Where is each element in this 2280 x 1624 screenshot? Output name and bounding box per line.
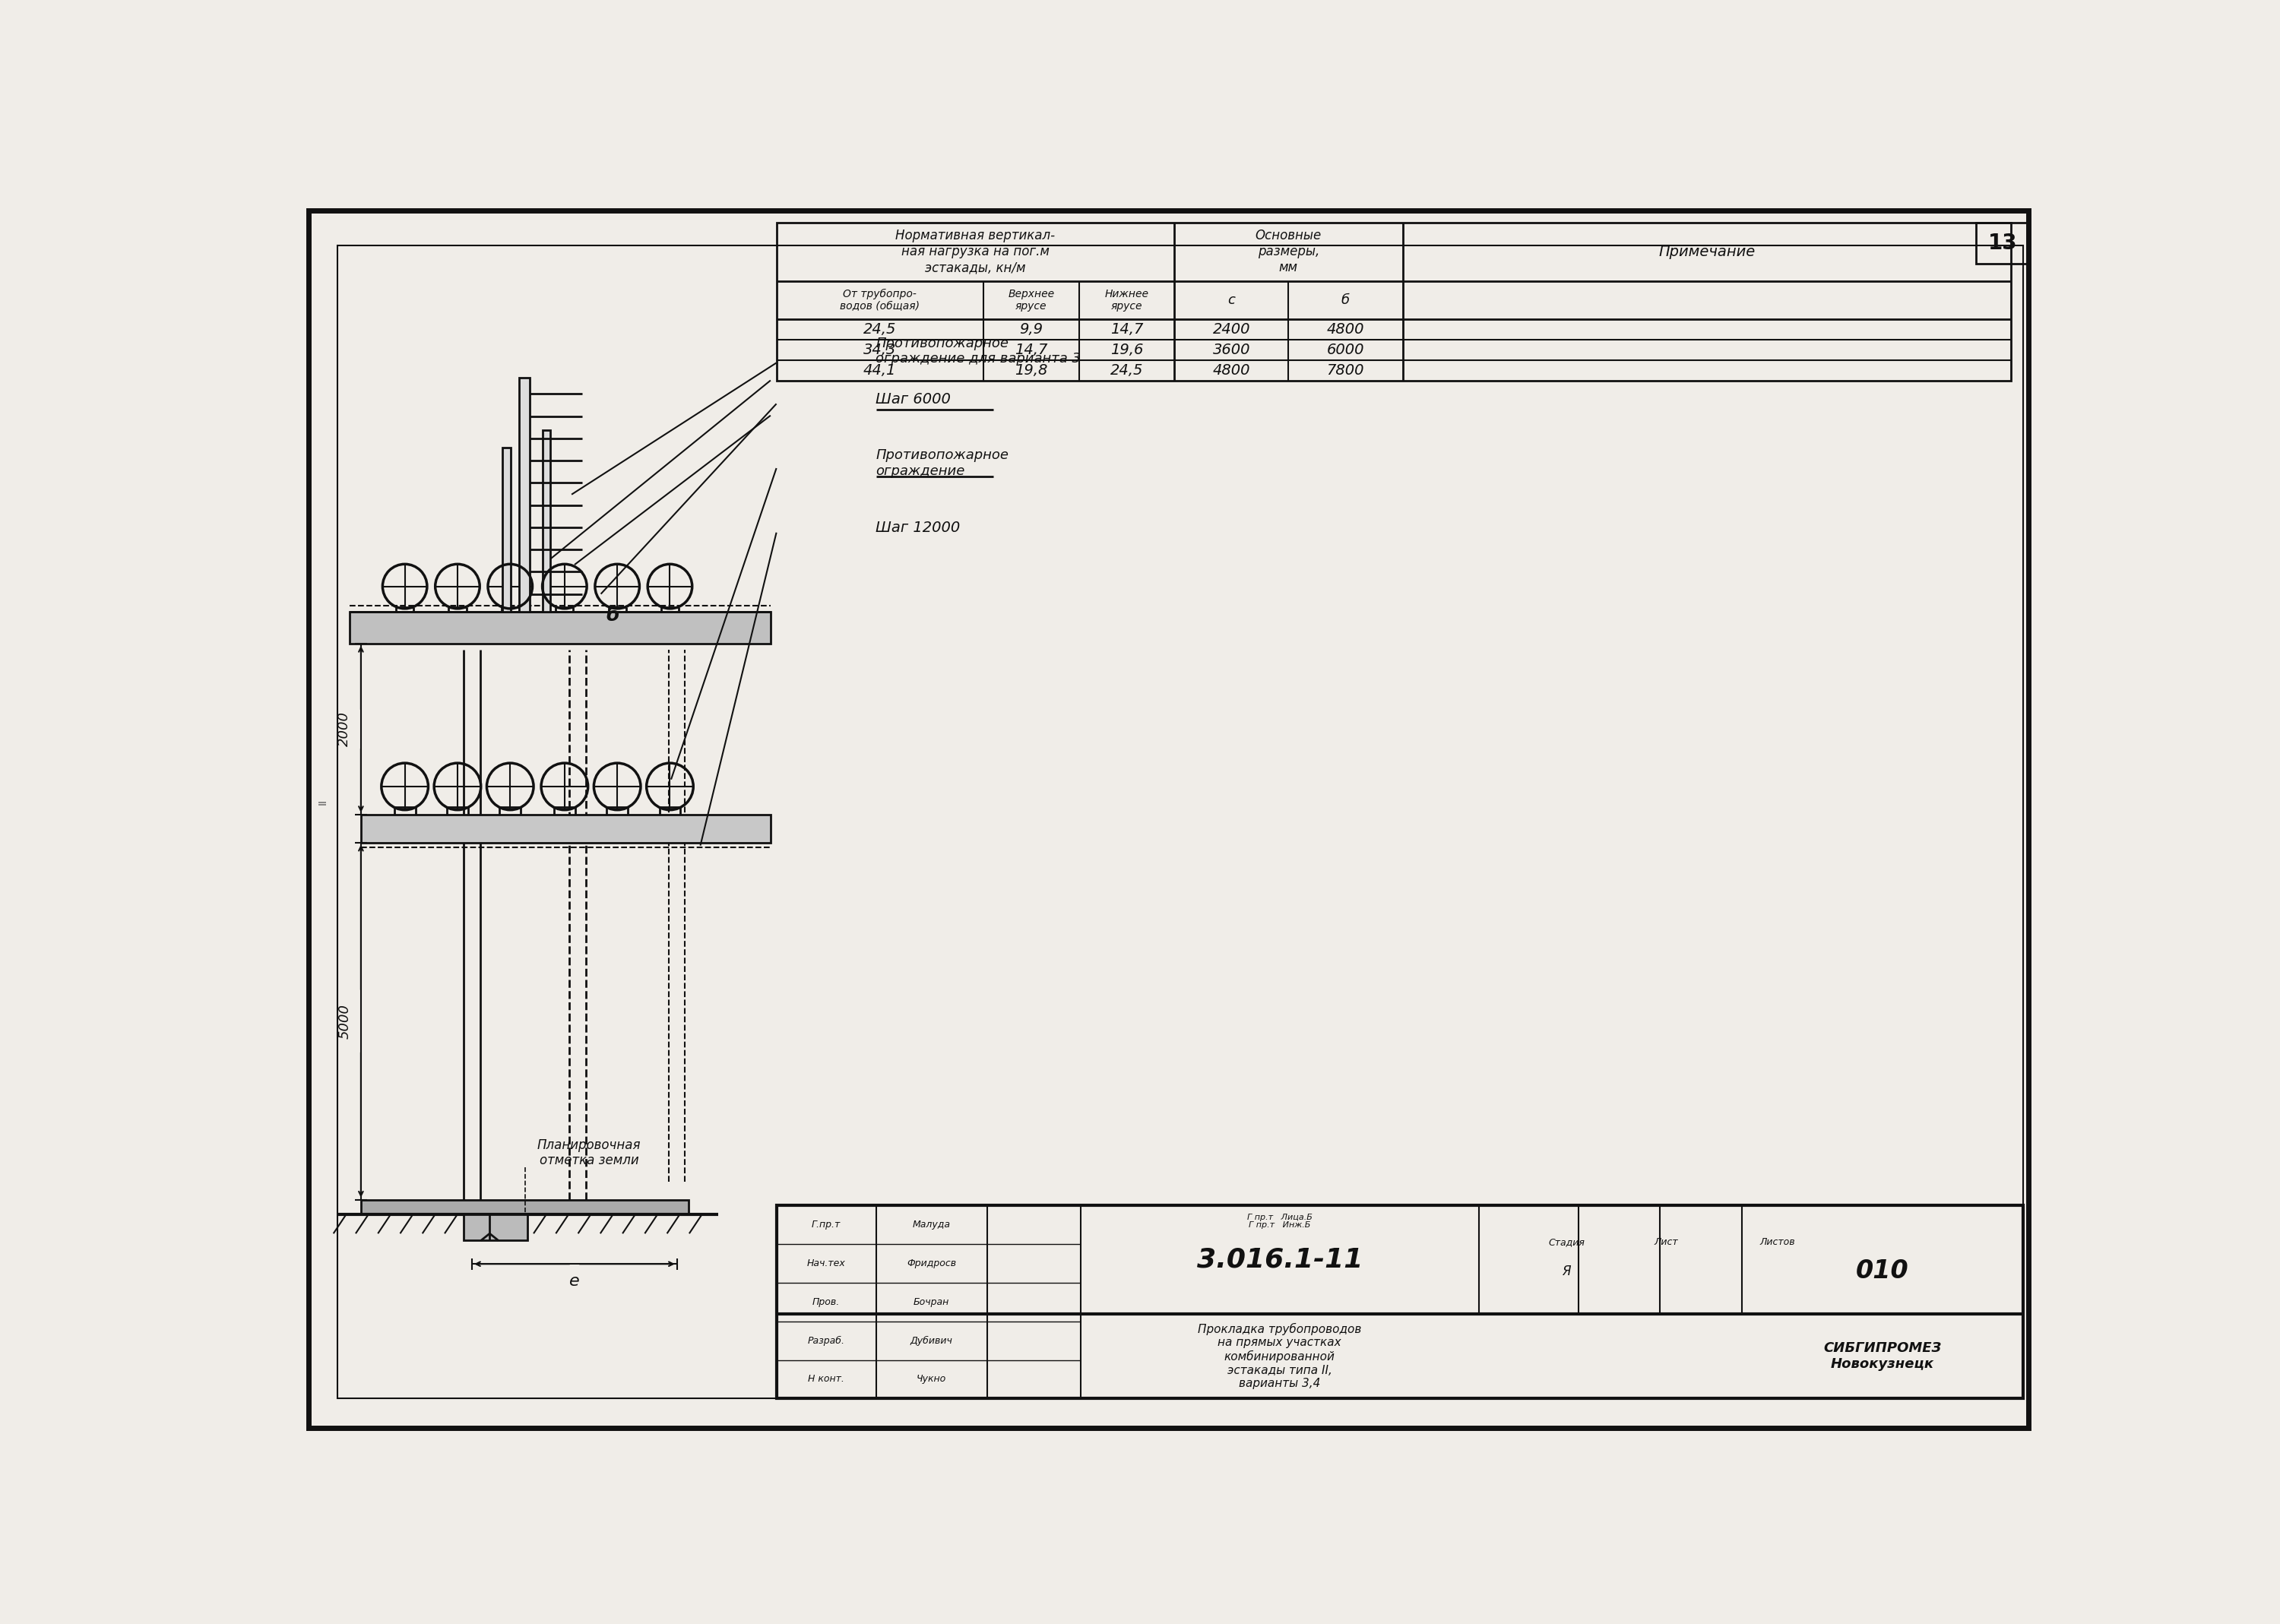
Text: Дубивич: Дубивич xyxy=(910,1335,953,1346)
Text: Пров.: Пров. xyxy=(812,1298,839,1307)
Text: 3600: 3600 xyxy=(1213,343,1249,357)
Text: 010: 010 xyxy=(1856,1259,1908,1285)
Text: 5000: 5000 xyxy=(337,1004,351,1039)
Text: Противопожарное
ограждение для варианта 3: Противопожарное ограждение для варианта … xyxy=(876,336,1081,365)
Bar xyxy=(502,448,511,612)
Text: Г пр.т   Лица.Б: Г пр.т Лица.Б xyxy=(1247,1213,1313,1221)
Bar xyxy=(543,430,549,612)
Text: 6000: 6000 xyxy=(1327,343,1363,357)
Text: 14,7: 14,7 xyxy=(1015,343,1047,357)
Text: 4800: 4800 xyxy=(1213,362,1249,377)
Text: Противопожарное
ограждение: Противопожарное ограждение xyxy=(876,448,1008,477)
Text: Шаг 6000: Шаг 6000 xyxy=(876,391,951,406)
Text: б: б xyxy=(606,607,620,625)
Bar xyxy=(463,1215,527,1241)
Text: 44,1: 44,1 xyxy=(864,362,896,377)
Bar xyxy=(349,612,771,643)
Text: Листов: Листов xyxy=(1760,1237,1794,1247)
Text: Стадия: Стадия xyxy=(1548,1237,1585,1247)
Text: 19,8: 19,8 xyxy=(1015,362,1047,377)
Text: Фридросв: Фридросв xyxy=(907,1259,955,1268)
Text: 14,7: 14,7 xyxy=(1110,322,1142,336)
Text: Нач.тех: Нач.тех xyxy=(807,1259,846,1268)
Text: 24,5: 24,5 xyxy=(864,322,896,336)
Text: 7800: 7800 xyxy=(1327,362,1363,377)
Text: СИБГИПРОМЕЗ
Новокузнецк: СИБГИПРОМЕЗ Новокузнецк xyxy=(1824,1341,1943,1371)
Text: Основные
размеры,
мм: Основные размеры, мм xyxy=(1256,229,1322,274)
Text: е: е xyxy=(570,1273,579,1289)
Text: Нижнее
ярусе: Нижнее ярусе xyxy=(1104,289,1149,312)
Text: 13: 13 xyxy=(1988,232,2018,253)
Bar xyxy=(360,1200,689,1215)
Text: II: II xyxy=(317,799,328,806)
Text: Я: Я xyxy=(1562,1265,1571,1278)
Text: Разраб.: Разраб. xyxy=(807,1335,846,1346)
Text: с: с xyxy=(1227,292,1236,307)
Bar xyxy=(520,377,529,612)
Text: Г.пр.т: Г.пр.т xyxy=(812,1220,841,1229)
Text: б: б xyxy=(1341,292,1350,307)
Text: Верхнее
ярусе: Верхнее ярусе xyxy=(1008,289,1053,312)
Text: 24,5: 24,5 xyxy=(1110,362,1142,377)
Text: Нормативная вертикал-
ная нагрузка на пог.м
эстакады, кн/м: Нормативная вертикал- ная нагрузка на по… xyxy=(896,229,1056,274)
Bar xyxy=(777,1205,2022,1398)
Text: От трубопро-
водов (общая): От трубопро- водов (общая) xyxy=(839,289,919,312)
Text: Малуда: Малуда xyxy=(912,1220,951,1229)
Text: Примечание: Примечание xyxy=(1658,245,1756,258)
Text: Н конт.: Н конт. xyxy=(807,1374,844,1384)
Text: 9,9: 9,9 xyxy=(1019,322,1042,336)
Text: 4800: 4800 xyxy=(1327,322,1363,336)
Text: Планировочная
отметка земли: Планировочная отметка земли xyxy=(538,1138,641,1168)
Text: Лист: Лист xyxy=(1653,1237,1678,1247)
Bar xyxy=(1977,222,2029,263)
Text: 2000: 2000 xyxy=(337,711,351,747)
Text: Г пр.т   Инж.Б: Г пр.т Инж.Б xyxy=(1249,1221,1311,1228)
Text: Шаг 12000: Шаг 12000 xyxy=(876,521,960,534)
Bar xyxy=(777,222,2011,380)
Text: Прокладка трубопроводов
на прямых участках
комбинированной
эстакады типа II,
вар: Прокладка трубопроводов на прямых участк… xyxy=(1197,1324,1361,1389)
Text: Бочран: Бочран xyxy=(914,1298,948,1307)
Text: 2400: 2400 xyxy=(1213,322,1249,336)
Bar xyxy=(360,815,771,843)
Text: Чукно: Чукно xyxy=(917,1374,946,1384)
Text: 34,3: 34,3 xyxy=(864,343,896,357)
Bar xyxy=(308,211,337,1427)
Text: 19,6: 19,6 xyxy=(1110,343,1142,357)
Text: 3.016.1-11: 3.016.1-11 xyxy=(1197,1247,1363,1273)
